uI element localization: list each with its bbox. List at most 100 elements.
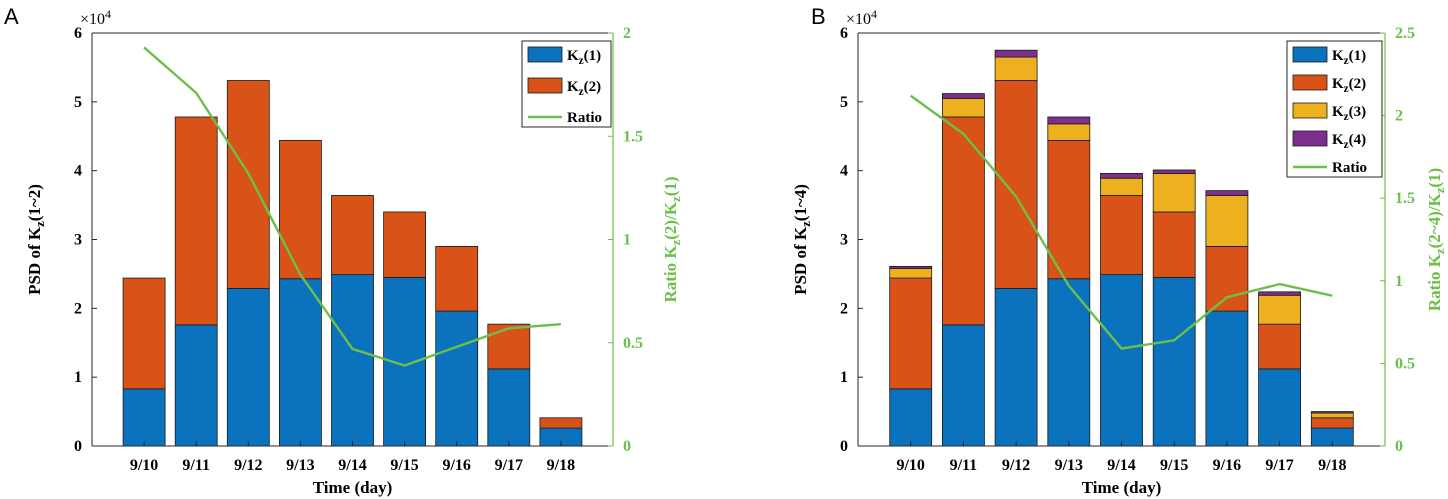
bar-k1-9-16 (1205, 310, 1249, 447)
bar-k4-9-10 (889, 265, 933, 269)
legend-label-k4: Kz(4) (1332, 132, 1366, 151)
bar-k1-9-11 (942, 324, 985, 447)
y-tick-label: 0 (74, 438, 82, 455)
y-tick-label: 0 (840, 438, 848, 455)
x-tick-label: 9/11 (182, 457, 210, 474)
y-scale-label: ×104 (846, 7, 877, 28)
bar-k3-9-10 (889, 268, 933, 279)
y-tick-label: 3 (74, 232, 82, 249)
y-axis-label: PSD of Kz(1~4) (791, 184, 813, 295)
bar-k2-9-12 (994, 80, 1038, 289)
legend-label-ratio: Ratio (1332, 160, 1367, 176)
chart-panel-A: A 0 1 2 3 4 5 6×104 9/10 9/11 9/12 9/13 9/14 9/15 9/16… (4, 4, 683, 497)
bar-k3-9-18 (1310, 412, 1354, 419)
ratio-tick-label: 0 (623, 438, 631, 455)
x-tick-label: 9/13 (286, 457, 314, 474)
x-tick-label: 9/16 (1213, 457, 1241, 474)
legend-label-k1: Kz(1) (567, 48, 601, 67)
ratio-tick-label: 1 (623, 232, 631, 249)
bar-k1-9-15 (1152, 276, 1196, 447)
bar-k1-9-16 (435, 310, 479, 447)
bar-k4-9-16 (1205, 190, 1249, 196)
y-tick-label: 6 (840, 25, 848, 42)
bar-k2-9-14 (331, 195, 374, 276)
bar-k4-9-18 (1310, 411, 1354, 414)
x-tick-label: 9/11 (950, 457, 978, 474)
x-tick-label: 9/12 (234, 457, 262, 474)
bar-k2-9-14 (1100, 195, 1143, 276)
ratio-axis-label: Ratio Kz(2~4)/Kz(1) (1425, 168, 1447, 311)
bar-k4-9-15 (1152, 169, 1196, 174)
x-axis-label: Time (day) (313, 478, 393, 497)
bar-k3-9-13 (1047, 123, 1091, 141)
legend-swatch-k1 (527, 46, 563, 63)
bar-k1-9-12 (994, 287, 1038, 447)
ratio-axis-label: Ratio Kz(2)/Kz(1) (661, 176, 683, 302)
x-tick-label: 9/13 (1055, 457, 1083, 474)
bar-k3-9-11 (942, 97, 985, 118)
ratio-tick-label: 2.5 (1395, 25, 1415, 42)
bar-k2-9-18 (539, 417, 583, 429)
bar-k2-9-16 (435, 245, 479, 312)
bar-k1-9-14 (331, 274, 374, 447)
bar-k3-9-12 (994, 56, 1038, 81)
x-axis-label: Time (day) (1082, 478, 1162, 497)
ratio-tick-label: 1 (1395, 273, 1403, 290)
bar-k3-9-16 (1205, 195, 1249, 247)
bar-k2-9-15 (383, 211, 427, 278)
x-tick-label: 9/16 (442, 457, 470, 474)
panel-label: B (811, 4, 826, 29)
ratio-tick-label: 0.5 (623, 335, 643, 352)
y-tick-label: 5 (840, 94, 848, 111)
y-tick-label: 4 (840, 163, 848, 180)
bar-k3-9-14 (1100, 177, 1143, 196)
bar-k1-9-10 (122, 388, 166, 447)
x-tick-label: 9/18 (1318, 457, 1346, 474)
ratio-tick-label: 0 (1395, 438, 1403, 455)
ratio-tick-label: 1.5 (1395, 190, 1415, 207)
legend-swatch-k4 (1292, 130, 1328, 147)
legend-label-k2: Kz(2) (567, 79, 601, 98)
x-tick-label: 9/15 (390, 457, 418, 474)
ratio-tick-label: 0.5 (1395, 355, 1415, 372)
bar-k2-9-10 (122, 277, 166, 390)
legend-label-k3: Kz(3) (1332, 104, 1366, 123)
legend-swatch-k1 (1292, 46, 1328, 63)
bar-k2-9-17 (487, 323, 531, 370)
bar-k2-9-11 (174, 116, 218, 326)
x-tick-label: 9/15 (1160, 457, 1188, 474)
y-tick-label: 4 (74, 163, 82, 180)
x-tick-label: 9/18 (547, 457, 575, 474)
y-scale-label: ×104 (80, 7, 111, 28)
y-tick-label: 1 (840, 369, 848, 386)
x-tick-label: 9/17 (495, 457, 523, 474)
legend-swatch-k2 (1292, 74, 1328, 91)
y-tick-label: 3 (840, 232, 848, 249)
panel-label: A (4, 4, 19, 29)
bar-k4-9-12 (994, 49, 1038, 58)
x-tick-label: 9/12 (1002, 457, 1030, 474)
bar-k1-9-17 (1258, 368, 1301, 447)
bar-k1-9-12 (226, 287, 270, 447)
y-axis-label: PSD of Kz(1~2) (25, 184, 47, 295)
ratio-line (909, 94, 1333, 350)
x-tick-label: 9/14 (1107, 457, 1135, 474)
x-tick-label: 9/10 (896, 457, 924, 474)
bar-k1-9-17 (487, 368, 531, 447)
legend-label-ratio: Ratio (567, 110, 602, 126)
y-tick-label: 6 (74, 25, 82, 42)
y-tick-label: 5 (74, 94, 82, 111)
bar-k2-9-15 (1152, 211, 1196, 278)
y-tick-label: 1 (74, 369, 82, 386)
bar-k2-9-18 (1310, 417, 1354, 429)
ratio-tick-label: 1.5 (623, 128, 643, 145)
bar-k4-9-14 (1100, 173, 1143, 179)
legend-label-k1: Kz(1) (1332, 48, 1366, 67)
bar-k2-9-13 (1047, 139, 1091, 280)
x-tick-label: 9/17 (1265, 457, 1293, 474)
bar-k1-9-10 (889, 388, 933, 447)
bar-k2-9-13 (278, 139, 322, 280)
chart-panel-B: B 0 1 2 3 4 5 6×104 9/10 9/11 9/12 9/13 9/14 9/15 9/16… (791, 4, 1447, 497)
bar-k3-9-17 (1258, 294, 1301, 325)
legend-swatch-k2 (527, 77, 563, 94)
